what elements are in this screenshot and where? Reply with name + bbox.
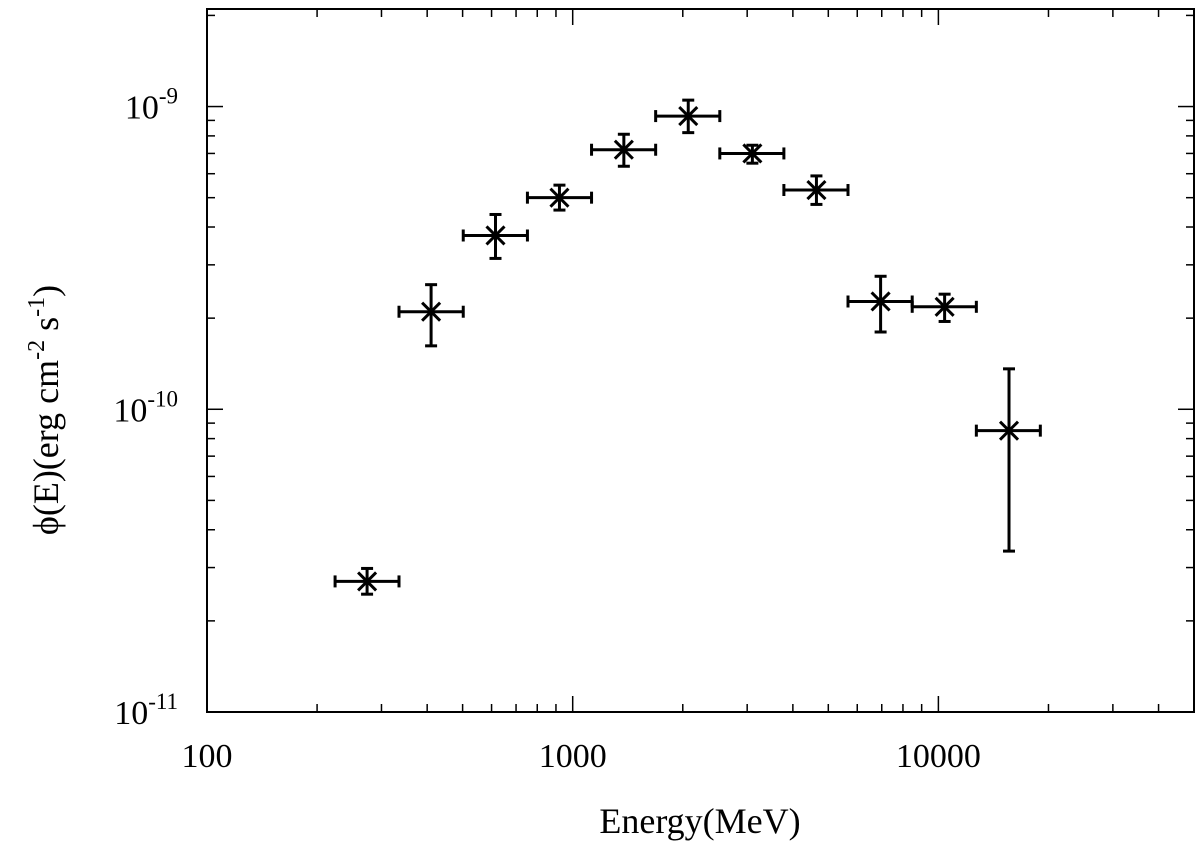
star-marker	[870, 291, 891, 312]
data-point	[654, 98, 722, 135]
star-marker	[357, 571, 378, 592]
data-points	[333, 98, 1042, 596]
y-tick-label-base: 10	[125, 90, 159, 127]
y-tick-label-exponent: -11	[148, 689, 178, 714]
data-point	[974, 367, 1042, 553]
star-marker	[742, 143, 763, 164]
x-tick-labels: 100 1000 10000	[182, 738, 981, 775]
x-tick-label: 10000	[896, 738, 981, 775]
y-axis-title: ϕ(E)(erg cm-2 s-1)	[24, 285, 66, 535]
y-axis-title-suffix: )	[26, 285, 66, 297]
y-tick-label-exponent: -9	[159, 84, 178, 109]
y-axis-title-exp1: -2	[24, 340, 50, 360]
data-point	[397, 283, 465, 348]
x-tick-label: 1000	[539, 738, 607, 775]
data-point	[718, 143, 786, 165]
data-point	[333, 566, 401, 596]
y-axis-title-exp2: -1	[24, 297, 50, 317]
axis-ticks	[206, 9, 1195, 713]
data-point	[846, 274, 914, 334]
y-tick-label: 10-11	[114, 689, 178, 732]
y-axis-title-mid: s	[26, 317, 66, 340]
data-point	[782, 174, 850, 206]
y-tick-label: 10-9	[125, 84, 178, 127]
x-tick-label: 100	[182, 738, 233, 775]
plot-frame	[206, 8, 1195, 713]
plot-area	[206, 8, 1195, 713]
data-point	[525, 183, 594, 212]
data-point	[910, 292, 978, 323]
data-point	[461, 212, 529, 260]
y-tick-label-base: 10	[113, 392, 147, 429]
x-axis-title: Energy(MeV)	[599, 801, 800, 841]
y-axis-title-prefix: ϕ(E)(erg cm	[26, 360, 66, 535]
data-point	[590, 132, 658, 168]
star-marker	[998, 420, 1020, 441]
y-tick-label-exponent: -10	[147, 386, 178, 411]
star-marker	[934, 296, 955, 317]
star-marker	[678, 106, 699, 127]
y-tick-label-base: 10	[114, 695, 148, 732]
star-marker	[549, 187, 570, 208]
y-tick-label: 10-10	[113, 386, 178, 429]
star-marker	[613, 139, 634, 160]
star-marker	[485, 225, 506, 246]
star-marker	[421, 301, 442, 322]
star-marker	[806, 179, 827, 201]
